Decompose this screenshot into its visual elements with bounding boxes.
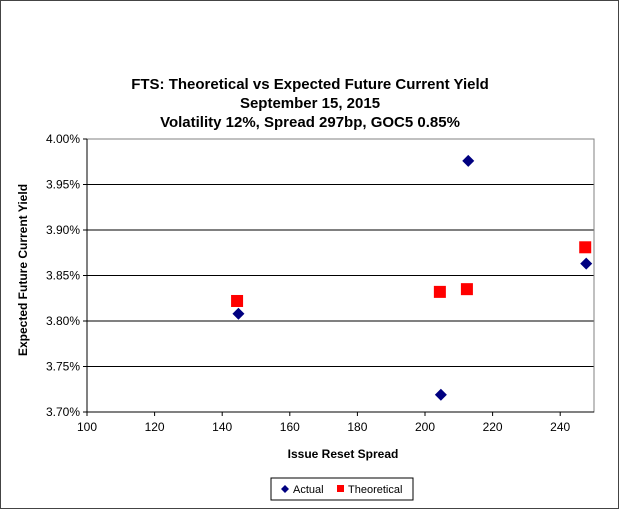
chart-title-line-1: FTS: Theoretical vs Expected Future Curr… bbox=[131, 76, 489, 93]
x-axis-label: Issue Reset Spread bbox=[288, 447, 399, 461]
y-tick-label: 3.75% bbox=[46, 360, 80, 374]
y-tick-label: 3.90% bbox=[46, 223, 80, 237]
x-tick-label: 240 bbox=[550, 420, 570, 434]
x-tick-label: 160 bbox=[280, 420, 300, 434]
theoretical-point bbox=[460, 283, 473, 296]
legend-theoretical-label: Theoretical bbox=[348, 484, 402, 496]
y-tick-label: 3.95% bbox=[46, 178, 80, 192]
chart-title-line-3: Volatility 12%, Spread 297bp, GOC5 0.85% bbox=[160, 114, 460, 131]
legend: Actual Theoretical bbox=[270, 477, 414, 501]
y-tick-label: 3.70% bbox=[46, 405, 80, 419]
y-tick-label: 3.80% bbox=[46, 314, 80, 328]
y-axis-label: Expected Future Current Yield bbox=[16, 184, 30, 356]
actual-point bbox=[580, 257, 593, 270]
theoretical-point bbox=[579, 241, 592, 254]
x-tick-label: 220 bbox=[483, 420, 503, 434]
x-tick-label: 120 bbox=[145, 420, 165, 434]
x-tick-label: 100 bbox=[77, 420, 97, 434]
theoretical-point bbox=[231, 294, 244, 307]
x-tick-label: 140 bbox=[212, 420, 232, 434]
legend-actual-diamond-icon bbox=[281, 485, 289, 493]
x-tick-label: 180 bbox=[347, 420, 367, 434]
legend-theoretical-square-icon bbox=[337, 485, 344, 492]
actual-point bbox=[434, 388, 447, 401]
x-tick-label: 200 bbox=[415, 420, 435, 434]
y-tick-label: 4.00% bbox=[46, 132, 80, 146]
y-tick-label: 3.85% bbox=[46, 269, 80, 283]
theoretical-point bbox=[433, 285, 446, 298]
actual-point bbox=[462, 154, 475, 167]
legend-actual-label: Actual bbox=[293, 484, 324, 496]
chart-title-line-2: September 15, 2015 bbox=[240, 95, 380, 112]
actual-point bbox=[232, 307, 245, 320]
